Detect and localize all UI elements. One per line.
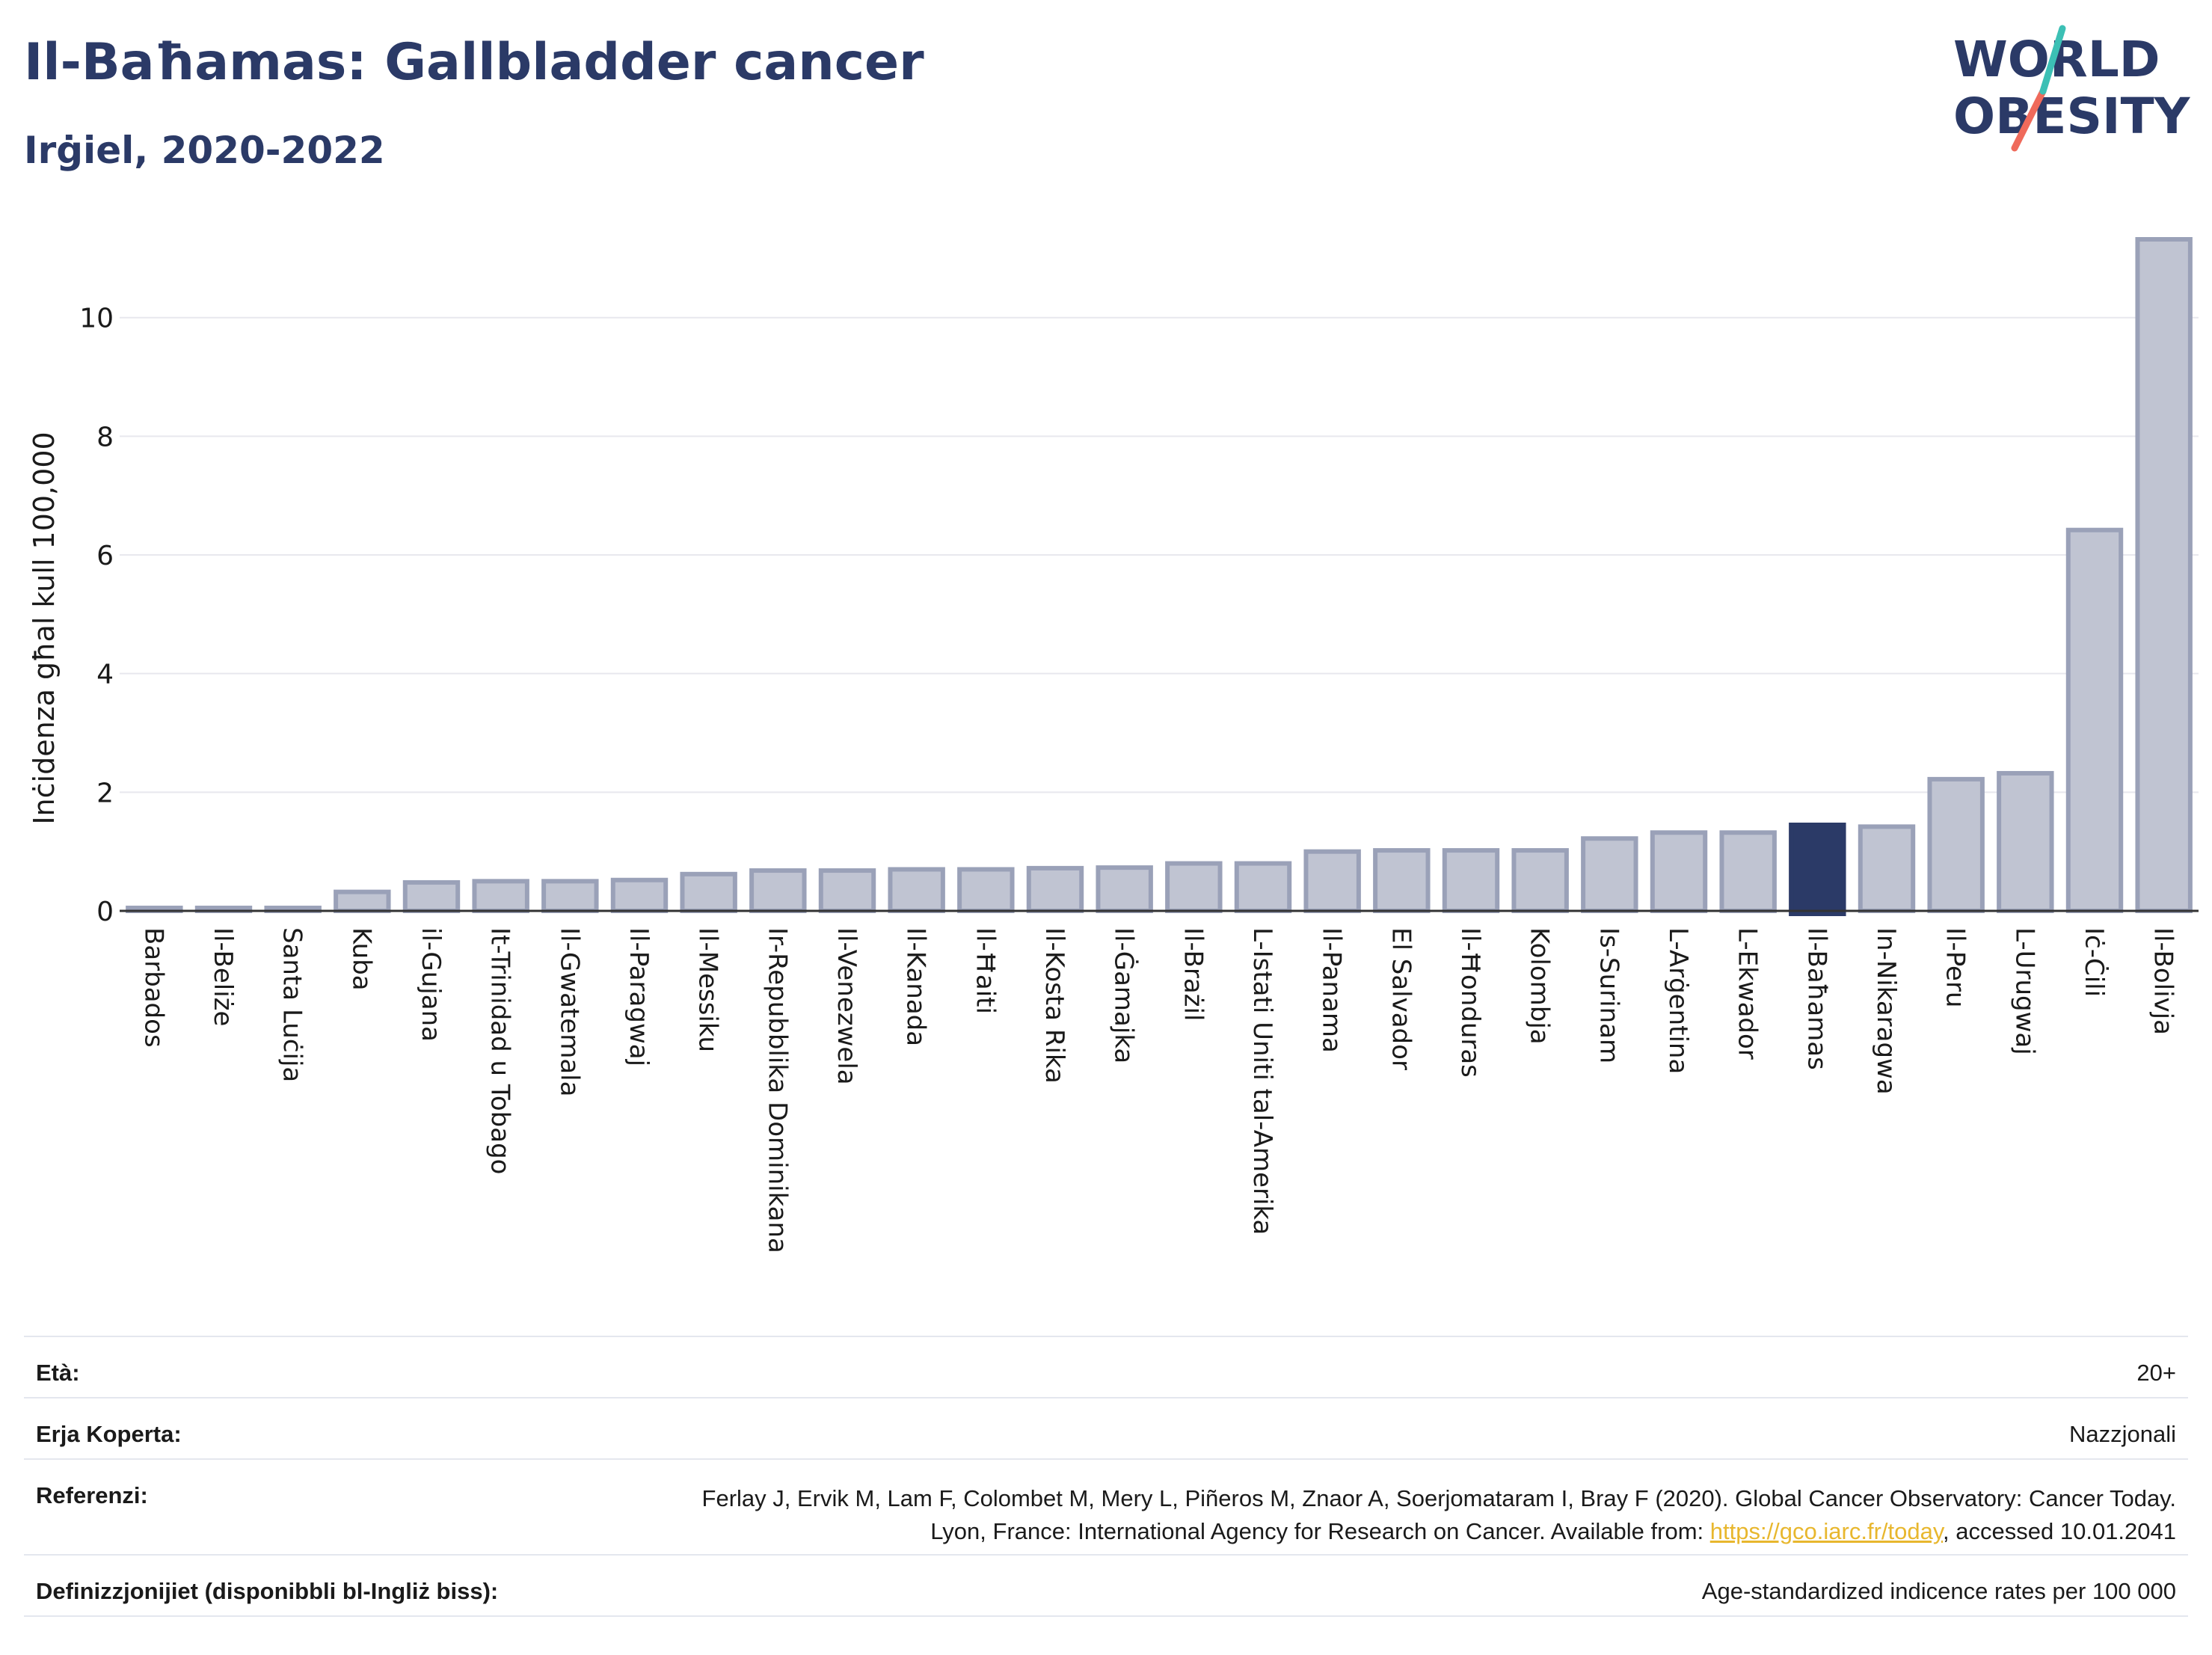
bar	[1234, 861, 1292, 914]
x-tick-label: L-Ekwador	[1733, 927, 1763, 1060]
grid-lines	[120, 316, 2199, 793]
world-obesity-logo: WORLD OBESITY	[1953, 25, 2191, 152]
bar-highlight	[1789, 822, 1846, 917]
bar	[2135, 237, 2193, 913]
bar	[2065, 527, 2124, 914]
x-tick-labels: Barbados Il-Beliże Santa Luċija Kuba il-Guja…	[138, 927, 2178, 1253]
bar	[1096, 865, 1153, 913]
coverage-label: Erja Koperta:	[36, 1421, 182, 1447]
bar	[1650, 830, 1708, 914]
x-tick-label: El Salvador	[1386, 927, 1416, 1070]
bar	[749, 868, 807, 913]
y-tick-label: 2	[96, 778, 114, 808]
bar	[818, 868, 876, 913]
x-tick-label: L-Arġentina	[1663, 927, 1693, 1074]
info-table: Età: 20+ Erja Koperta: Nazzjonali Refere…	[24, 1336, 2188, 1617]
info-bottom-rule	[24, 1615, 2188, 1617]
bar	[1581, 836, 1638, 914]
x-tick-label: Il-Gwatemala	[554, 927, 584, 1096]
x-tick-label: Il-Paragwaj	[624, 927, 654, 1066]
age-label: Età:	[36, 1360, 80, 1386]
x-tick-label: Il-Kanada	[901, 927, 931, 1046]
bar	[1858, 824, 1916, 914]
x-tick-label: Kolombja	[1525, 927, 1555, 1045]
coverage-value: Nazzjonali	[2068, 1421, 2176, 1447]
x-tick-label: L-Istati Uniti tal-Amerika	[1247, 927, 1277, 1235]
bars	[120, 237, 2199, 917]
x-tick-label: Il-Peru	[1941, 927, 1970, 1007]
bar	[1165, 861, 1223, 914]
x-tick-label: It-Trinidad u Tobago	[485, 927, 515, 1174]
y-tick-label: 8	[96, 422, 114, 452]
x-tick-label: Il-Bolivja	[2148, 927, 2178, 1035]
bar	[1511, 848, 1569, 914]
bar	[541, 879, 599, 914]
x-tick-label: Il-Baħamas	[1801, 927, 1831, 1070]
x-tick-label: Il-Kosta Rika	[1039, 927, 1069, 1084]
bar	[334, 889, 391, 914]
bar	[1303, 849, 1361, 914]
x-tick-label: L-Urugwaj	[2009, 927, 2039, 1055]
bar	[1719, 830, 1777, 914]
bar	[402, 879, 461, 913]
info-row-definitions: Definizzjonijiet (disponibbli bl-Ingliż …	[24, 1554, 2188, 1615]
bar	[610, 877, 669, 914]
references-label: Referenzi:	[36, 1482, 148, 1508]
x-tick-label: Iċ-Ċili	[2079, 927, 2110, 997]
bar	[1026, 865, 1084, 914]
y-tick-label: 4	[96, 660, 114, 690]
references-link[interactable]: https://gco.iarc.fr/today	[1709, 1518, 1944, 1544]
x-tick-label: Il-Venezwela	[832, 927, 861, 1085]
y-tick-label: 0	[96, 897, 114, 927]
y-tick-labels: 0 2 4 6 8 10	[79, 304, 114, 927]
chart-subtitle: Irġiel, 2020-2022	[24, 129, 385, 172]
x-tick-label: il-Gujana	[416, 927, 446, 1042]
bar	[1997, 770, 2054, 914]
logo-text-obesity: OBESITY	[1953, 87, 2191, 145]
references-text-part2: , accessed 10.01.2041	[1943, 1518, 2176, 1544]
bar	[1927, 776, 1985, 914]
references-text: Ferlay J, Ervik M, Lam F, Colombet M, Me…	[643, 1482, 2176, 1548]
bar-chart: 0 2 4 6 8 10 Barbados Il-Beliże Santa Luċija Kub…	[28, 237, 2199, 1253]
x-tick-label: Il-Ħaiti	[970, 927, 1000, 1014]
x-tick-label: Kuba	[346, 927, 376, 991]
bar	[957, 867, 1015, 914]
y-axis-label: Inċidenza għal kull 100,000	[28, 432, 61, 824]
definitions-label: Definizzjonijiet (disponibbli bl-Ingliż …	[36, 1578, 499, 1604]
x-tick-label: Barbados	[138, 927, 168, 1048]
info-row-age: Età: 20+	[24, 1336, 2188, 1397]
info-row-coverage: Erja Koperta: Nazzjonali	[24, 1397, 2188, 1458]
x-tick-label: Il-Panama	[1317, 927, 1347, 1053]
x-tick-label: Il-Ħonduras	[1455, 927, 1485, 1078]
age-value: 20+	[2136, 1360, 2176, 1386]
x-tick-label: Santa Luċija	[277, 927, 307, 1082]
x-tick-label: In-Nikaragwa	[1871, 927, 1901, 1095]
y-tick-label: 10	[79, 304, 114, 334]
references-text-part1: Ferlay J, Ervik M, Lam F, Colombet M, Me…	[701, 1485, 2176, 1544]
x-tick-label: Il-Brażil	[1178, 927, 1208, 1021]
y-tick-label: 6	[96, 541, 114, 571]
x-tick-label: Il-Beliże	[208, 927, 238, 1026]
x-tick-label: Ir-Repubblika Dominikana	[762, 927, 792, 1253]
bar	[680, 871, 737, 914]
bar	[888, 867, 945, 914]
x-tick-label: Il-Ġamajka	[1109, 927, 1140, 1063]
bar	[472, 879, 529, 914]
bar	[1442, 848, 1500, 914]
x-tick-label: Is-Surinam	[1594, 927, 1623, 1063]
bar	[1373, 848, 1431, 914]
info-row-references: Referenzi: Ferlay J, Ervik M, Lam F, Col…	[24, 1458, 2188, 1554]
definitions-value: Age-standardized indicence rates per 100…	[1701, 1578, 2176, 1604]
x-tick-label: Il-Messiku	[693, 927, 723, 1052]
chart-title: Il-Baħamas: Gallbladder cancer	[24, 33, 924, 92]
